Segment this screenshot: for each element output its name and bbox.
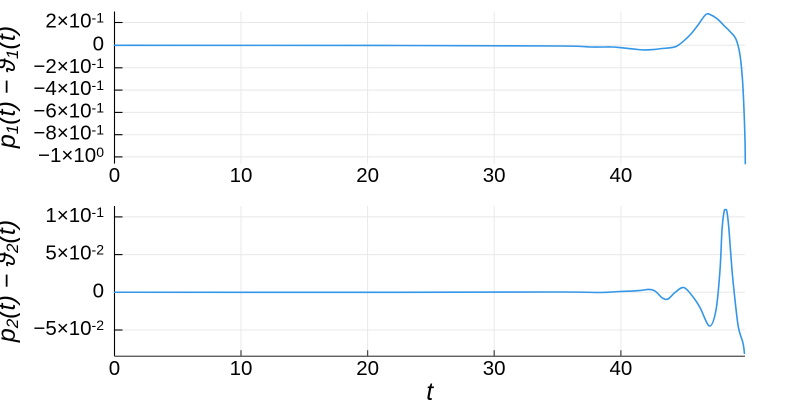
svg-text:10: 10 — [230, 164, 253, 187]
svg-text:−1×100: −1×100 — [38, 144, 104, 167]
svg-text:0: 0 — [109, 357, 120, 380]
svg-text:20: 20 — [356, 357, 379, 380]
svg-text:40: 40 — [609, 164, 632, 187]
svg-text:30: 30 — [483, 357, 506, 380]
svg-text:p2(t) − ϑ2(t): p2(t) − ϑ2(t) — [0, 220, 22, 343]
svg-text:40: 40 — [609, 357, 632, 380]
svg-text:30: 30 — [483, 164, 506, 187]
svg-text:0: 0 — [93, 279, 104, 302]
svg-text:0: 0 — [109, 164, 120, 187]
svg-text:0: 0 — [93, 32, 104, 55]
svg-text:10: 10 — [230, 357, 253, 380]
svg-text:t: t — [426, 378, 434, 400]
svg-text:p1(t) − ϑ1(t): p1(t) − ϑ1(t) — [0, 26, 22, 149]
svg-text:20: 20 — [356, 164, 379, 187]
